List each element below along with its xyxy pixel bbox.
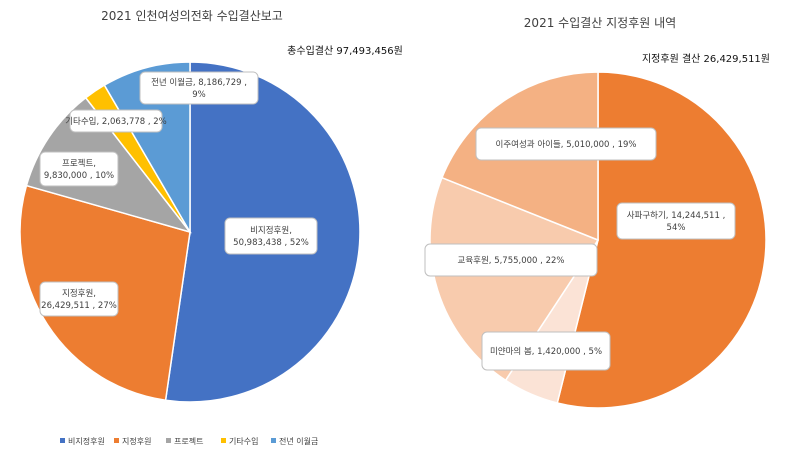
pie1-data-labels: 비지정후원, 50,983,438 , 52% 지정후원, 26,429,511 , … <box>39 71 318 317</box>
legend-swatch-3 <box>221 438 226 443</box>
pie1-data-label-1-line-0: 지정후원, <box>62 288 96 299</box>
chart2-title: 2021 수입결산 지정후원 내역 <box>524 16 676 30</box>
legend-label-4: 전년 이월금 <box>279 436 318 446</box>
legend-swatch-1 <box>114 438 119 443</box>
pie1-data-label-0: 비지정후원, 50,983,438 , 52% <box>224 217 318 255</box>
pie2-data-label-3: 이주여성과 아이들, 5,010,000 , 19% <box>475 127 657 161</box>
pie1-data-label-0-line-1: 50,983,438 , 52% <box>233 238 309 248</box>
pie-chart-income: 2021 인천여성의전화 수입결산보고 총수입결산 97,493,456원 비지… <box>19 8 403 446</box>
pie1-data-label-4-line-1: 9% <box>192 90 206 100</box>
pie2-data-label-3-line-0: 이주여성과 아이들, 5,010,000 , 19% <box>496 139 637 150</box>
pie2-data-label-1: 미얀마의 봄, 1,420,000 , 5% <box>481 331 611 371</box>
pie2-data-label-2-line-0: 교육후원, 5,755,000 , 22% <box>458 256 565 266</box>
legend-label-2: 프로젝트 <box>174 436 203 446</box>
pie1-data-label-2-line-0: 프로젝트, <box>62 158 96 169</box>
pie2-data-label-2: 교육후원, 5,755,000 , 22% <box>424 243 598 277</box>
pie1-data-label-3-line-0: 기타수입, 2,063,778 , 2% <box>65 117 167 127</box>
pie1-data-label-2: 프로젝트, 9,830,000 , 10% <box>39 151 119 187</box>
pie1-data-label-4: 전년 이월금, 8,186,729 , 9% <box>139 71 259 105</box>
legend-swatch-2 <box>166 438 171 443</box>
pie1-data-label-0-line-0: 비지정후원, <box>250 225 292 236</box>
chart2-total-label: 지정후원 결산 26,429,511원 <box>642 53 770 65</box>
pie1-data-label-4-line-0: 전년 이월금, 8,186,729 , <box>151 77 247 88</box>
legend-swatch-0 <box>60 438 65 443</box>
pie-chart-designated: 2021 수입결산 지정후원 내역 지정후원 결산 26,429,511원 사파… <box>424 16 770 409</box>
pie2-data-label-0-line-0: 사파구하기, 14,244,511 , <box>627 210 726 221</box>
pie1-data-label-1: 지정후원, 26,429,511 , 27% <box>39 281 119 317</box>
pie2-data-label-0-line-1: 54% <box>667 223 686 233</box>
legend-swatch-4 <box>271 438 276 443</box>
pie1-data-label-2-line-1: 9,830,000 , 10% <box>44 171 114 181</box>
pie2-data-labels: 사파구하기, 14,244,511 , 54% 미얀마의 봄, 1,420,000 … <box>424 127 736 371</box>
legend-label-1: 지정후원 <box>122 436 151 446</box>
pie1-data-label-3: 기타수입, 2,063,778 , 2% <box>65 109 167 133</box>
pie2-data-label-1-line-0: 미얀마의 봄, 1,420,000 , 5% <box>490 346 602 357</box>
chart1-total-label: 총수입결산 97,493,456원 <box>287 44 403 57</box>
chart1-title: 2021 인천여성의전화 수입결산보고 <box>101 8 283 23</box>
pie2-data-label-0: 사파구하기, 14,244,511 , 54% <box>616 202 736 240</box>
legend-label-3: 기타수입 <box>229 437 258 446</box>
legend-label-0: 비지정후원 <box>68 436 105 446</box>
chart1-legend: 비지정후원 지정후원 프로젝트 기타수입 전년 이월금 <box>60 436 318 446</box>
pie1-data-label-1-line-1: 26,429,511 , 27% <box>41 301 117 311</box>
